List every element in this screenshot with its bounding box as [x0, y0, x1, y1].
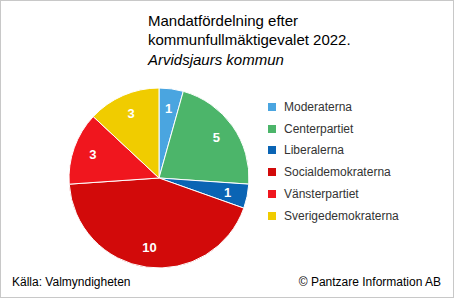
html-text:Källa: Valmyndigheten: Källa: Valmyndigheten	[12, 275, 131, 289]
html-text:Centerpartiet: Centerpartiet	[284, 121, 354, 136]
html-text:Arvidsjaurs kommun: Arvidsjaurs kommun	[148, 51, 284, 68]
html-text:© Pantzare Information AB: © Pantzare Information AB	[298, 275, 441, 289]
html-text:Liberalerna: Liberalerna	[284, 143, 344, 158]
svg-text:3: 3	[89, 147, 96, 162]
svg-text:1: 1	[165, 101, 172, 116]
svg-text:10: 10	[142, 240, 156, 255]
html-text:Mandatfördelning efter kommunf: Mandatfördelning efter kommunfullmäktige…	[148, 12, 351, 48]
html-text:Moderaterna: Moderaterna	[284, 99, 352, 114]
html-text:Socialdemokraterna: Socialdemokraterna	[284, 165, 391, 180]
svg-text:1: 1	[224, 185, 231, 200]
svg-text:3: 3	[127, 106, 134, 121]
html-text:Vänsterpartiet: Vänsterpartiet	[284, 187, 359, 202]
svg-text:5: 5	[213, 130, 220, 145]
html-text:Sverigedemokraterna: Sverigedemokraterna	[284, 208, 399, 223]
